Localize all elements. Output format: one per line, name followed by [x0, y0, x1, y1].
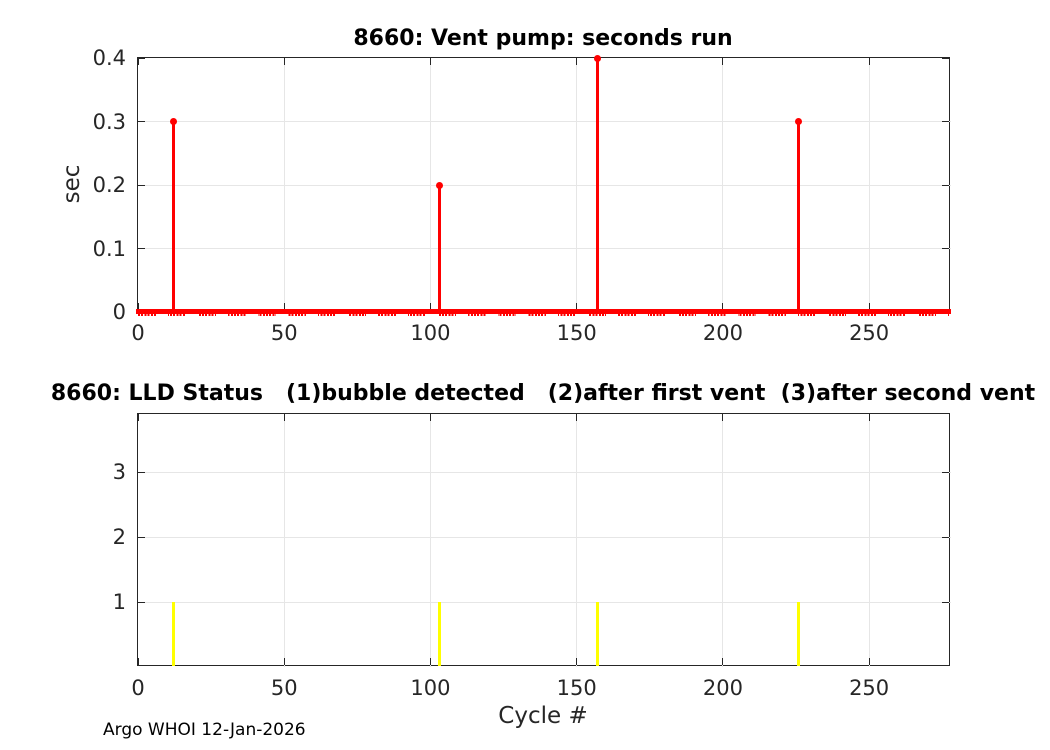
- y-tick-label: 0.1: [92, 236, 126, 261]
- x-tick-top: [576, 414, 578, 421]
- y-tick-label: 0.4: [92, 46, 126, 70]
- x-tick-bottom: [576, 303, 578, 310]
- y-gridline: [138, 121, 951, 122]
- x-tick-top: [137, 414, 139, 421]
- status-bar: [437, 602, 441, 666]
- vent-pump-axes: 0 50 100 150 200 250 0 0.1 0.2 0.3 0.4: [93, 46, 951, 345]
- x-tick-bottom: [868, 303, 870, 310]
- y-gridline: [138, 471, 951, 473]
- x-tick-bottom: [722, 303, 724, 310]
- x-tick-bottom: [283, 658, 285, 665]
- x-tick-label: 50: [270, 676, 298, 700]
- x-tick-bottom: [429, 303, 431, 310]
- y-tick-left: [138, 184, 145, 186]
- stem-baseline-dots: [138, 314, 949, 316]
- stem-marker: [795, 118, 803, 125]
- x-tick-bottom: [868, 658, 870, 665]
- y-gridline: [138, 184, 951, 186]
- stem-marker: [593, 54, 601, 62]
- status-bar: [797, 602, 801, 666]
- stem-line: [595, 58, 599, 314]
- x-gridline: [722, 414, 724, 667]
- x-tick-label: 250: [849, 321, 890, 345]
- x-tick-top: [283, 58, 285, 65]
- y-tick-label: 0.2: [92, 173, 126, 197]
- x-tick-label: 200: [702, 321, 743, 345]
- lld-status-plot-title: 8660: LLD Status (1)bubble detected (2)a…: [50, 381, 1036, 406]
- y-tick-left: [138, 471, 145, 473]
- lld-status-axes: 0 50 100 150 200 250 1 2 3: [113, 413, 951, 700]
- y-tick-label: 0: [112, 300, 126, 324]
- x-tick-bottom: [283, 303, 285, 310]
- y-tick-right: [942, 248, 949, 249]
- x-axis-label-cycle: Cycle #: [498, 703, 588, 729]
- x-tick-bottom: [429, 658, 431, 665]
- stem-baseline: [136, 309, 951, 314]
- y-tick-label: 0.3: [92, 109, 126, 134]
- x-tick-top: [429, 414, 431, 421]
- x-gridline: [868, 414, 870, 667]
- x-gridline: [576, 414, 578, 667]
- x-tick-label: 0: [131, 676, 145, 700]
- status-bar: [595, 602, 599, 666]
- x-tick-bottom: [576, 658, 578, 665]
- x-tick-bottom: [722, 658, 724, 665]
- x-tick-top: [429, 58, 431, 65]
- y-tick-left: [138, 57, 145, 59]
- stem-marker: [169, 118, 177, 125]
- stem-line: [797, 121, 801, 314]
- x-tick-label: 100: [410, 676, 451, 700]
- x-tick-top: [868, 58, 870, 65]
- x-tick-label: 250: [849, 676, 890, 700]
- x-tick-top: [722, 414, 724, 421]
- x-tick-label: 200: [702, 676, 743, 700]
- y-tick-label: 1: [112, 590, 126, 615]
- y-tick-left: [138, 248, 145, 249]
- y-tick-label: 3: [112, 460, 126, 485]
- y-tick-right: [942, 121, 949, 122]
- y-tick-left: [138, 121, 145, 122]
- x-tick-label: 150: [556, 321, 597, 345]
- y-gridline: [138, 248, 951, 249]
- x-tick-top: [868, 414, 870, 421]
- y-tick-right: [942, 601, 949, 603]
- x-tick-label: 0: [131, 321, 145, 345]
- y-tick-right: [942, 57, 949, 59]
- x-gridline: [283, 414, 285, 667]
- status-bar: [171, 602, 175, 666]
- y-gridline: [138, 601, 951, 603]
- x-tick-bottom: [137, 303, 139, 310]
- y-tick-right: [942, 184, 949, 186]
- x-tick-top: [283, 414, 285, 421]
- y-tick-label: 2: [112, 525, 126, 550]
- y-tick-left: [138, 601, 145, 603]
- stem-line: [437, 185, 441, 314]
- x-tick-top: [722, 58, 724, 65]
- y-tick-right: [942, 471, 949, 473]
- x-tick-label: 50: [270, 321, 298, 345]
- stem-marker: [435, 181, 443, 189]
- x-tick-label: 150: [556, 676, 597, 700]
- x-tick-top: [137, 58, 139, 65]
- x-tick-top: [576, 58, 578, 65]
- x-tick-bottom: [137, 658, 139, 665]
- y-tick-left: [138, 536, 145, 538]
- x-gridline: [429, 414, 431, 667]
- x-tick-label: 100: [410, 321, 451, 345]
- figure-annotation: Argo WHOI 12-Jan-2026: [103, 720, 306, 740]
- y-tick-right: [942, 536, 949, 538]
- vent-pump-plot-title: 8660: Vent pump: seconds run: [353, 26, 733, 51]
- y-gridline: [138, 536, 951, 538]
- stem-line: [171, 121, 175, 314]
